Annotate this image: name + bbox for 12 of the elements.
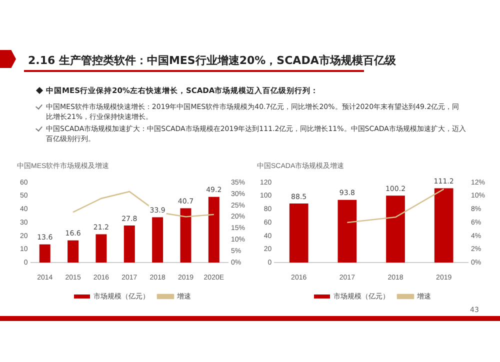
bar	[208, 196, 220, 263]
bar	[96, 234, 107, 263]
bar	[152, 217, 164, 263]
bar	[39, 244, 50, 263]
bar	[289, 203, 308, 263]
bar	[124, 225, 135, 263]
bar	[68, 240, 79, 263]
bar	[386, 196, 405, 263]
text: 2.16 生产管控类软件：中国MES行业增速20%，SCADA市场规模百亿级	[28, 53, 396, 68]
bar	[338, 200, 357, 263]
bar	[434, 188, 454, 263]
bar	[180, 208, 192, 263]
